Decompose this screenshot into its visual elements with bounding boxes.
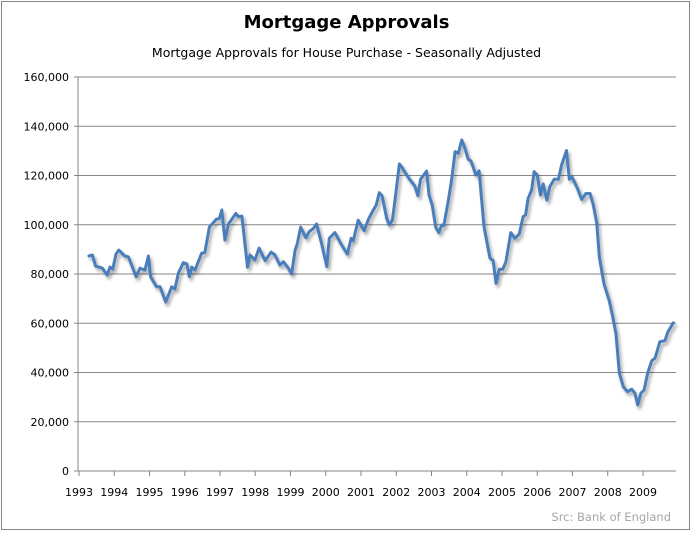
x-tick-label: 2001 <box>347 486 375 499</box>
source-note: Src: Bank of England <box>551 510 671 524</box>
y-tick-label: 0 <box>62 465 69 478</box>
x-tick-label: 1999 <box>277 486 305 499</box>
x-tick-label: 2009 <box>629 486 657 499</box>
x-tick-label: 1993 <box>65 486 93 499</box>
x-tick-label: 1994 <box>100 486 128 499</box>
y-tick-label: 80,000 <box>31 268 70 281</box>
x-tick-label: 2008 <box>594 486 622 499</box>
x-tick-label: 1998 <box>241 486 269 499</box>
x-tick-label: 1996 <box>171 486 199 499</box>
y-tick-label: 20,000 <box>31 416 70 429</box>
x-tick-label: 2007 <box>559 486 587 499</box>
x-tick-label: 2006 <box>523 486 551 499</box>
y-tick-label: 140,000 <box>24 120 70 133</box>
x-tick-label: 1997 <box>206 486 234 499</box>
y-tick-label: 160,000 <box>24 71 70 84</box>
x-tick-label: 1995 <box>136 486 164 499</box>
x-tick-label: 2005 <box>488 486 516 499</box>
x-tick-label: 2002 <box>382 486 410 499</box>
chart-subtitle: Mortgage Approvals for House Purchase - … <box>151 45 542 60</box>
x-tick-label: 2000 <box>312 486 340 499</box>
chart-title: Mortgage Approvals <box>243 12 450 33</box>
y-tick-label: 120,000 <box>24 170 70 183</box>
x-tick-label: 2003 <box>418 486 446 499</box>
x-tick-label: 2004 <box>453 486 481 499</box>
y-tick-label: 60,000 <box>31 317 70 330</box>
y-tick-label: 40,000 <box>31 367 70 380</box>
y-tick-label: 100,000 <box>24 219 70 232</box>
series-line-0 <box>87 138 675 407</box>
